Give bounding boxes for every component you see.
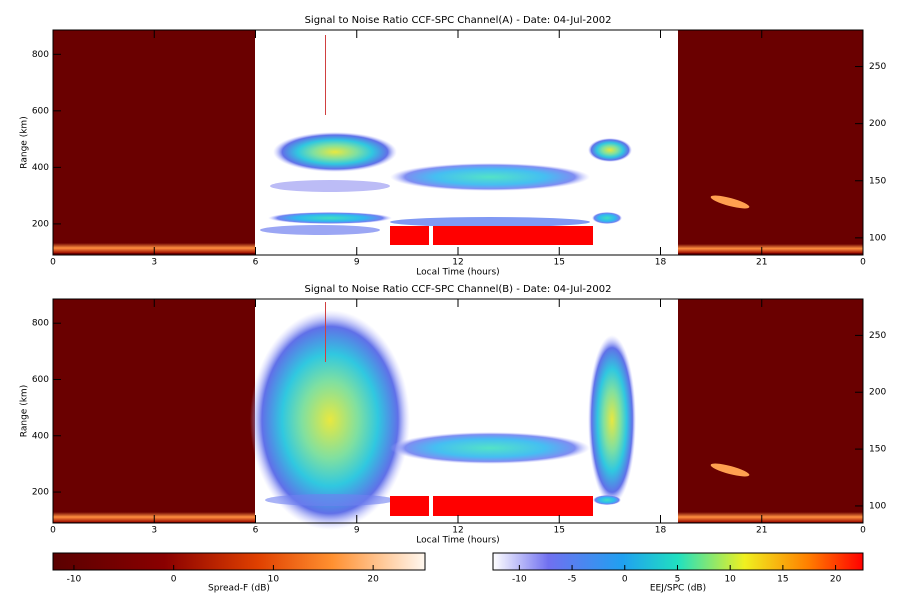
x-tick-label: 3 (151, 258, 157, 268)
colorbar-tick-label: 10 (268, 575, 280, 585)
y2-tick-label: 250 (869, 62, 886, 72)
y2-tick-label: 200 (869, 119, 886, 129)
y2-tick-label: 150 (869, 445, 886, 455)
x-axis-label: Local Time (hours) (416, 268, 499, 278)
x-tick-label: 18 (655, 526, 667, 536)
colorbar-tick-label: -10 (67, 575, 82, 585)
x-tick-label: 0 (50, 258, 56, 268)
y-axis-label: Range (km) (20, 385, 30, 437)
y-tick-label: 800 (32, 50, 49, 60)
x-tick-label: 12 (452, 526, 463, 536)
colorbar-label: Spread-F (dB) (208, 584, 270, 594)
x-tick-label: 9 (354, 526, 360, 536)
panel-b-image (53, 299, 863, 530)
x-tick-label: 15 (554, 258, 565, 268)
colorbar-tick-label: 0 (171, 575, 177, 585)
colorbar-tick-label: 0 (622, 575, 628, 585)
y-tick-label: 400 (32, 163, 49, 173)
x-tick-label: 12 (452, 258, 463, 268)
y-tick-label: 800 (32, 319, 49, 329)
y2-tick-label: 250 (869, 331, 886, 341)
x-tick-label: 21 (756, 526, 767, 536)
chart-title: Signal to Noise Ratio CCF-SPC Channel(B)… (305, 284, 612, 295)
x-tick-label: 0 (860, 258, 866, 268)
x-tick-label: 15 (554, 526, 565, 536)
colorbar-spread-f (52, 552, 426, 571)
x-axis-label: Local Time (hours) (416, 536, 499, 546)
colorbar-tick-label: 15 (777, 575, 788, 585)
y-tick-label: 200 (32, 219, 49, 229)
y2-tick-label: 100 (869, 233, 886, 243)
colorbar-tick-label: -5 (568, 575, 577, 585)
colorbar-tick-label: 10 (724, 575, 736, 585)
y2-tick-label: 100 (869, 501, 886, 511)
y-tick-label: 200 (32, 488, 49, 498)
x-tick-label: 18 (655, 258, 667, 268)
x-tick-label: 6 (253, 258, 259, 268)
y-tick-label: 600 (32, 375, 49, 385)
y2-tick-label: 200 (869, 388, 886, 398)
y2-tick-label: 150 (869, 176, 886, 186)
x-tick-label: 6 (253, 526, 259, 536)
colorbar-label: EEJ/SPC (dB) (650, 584, 706, 594)
colorbar-tick-label: 20 (367, 575, 379, 585)
colorbar-eej (492, 552, 864, 571)
chart-title: Signal to Noise Ratio CCF-SPC Channel(A)… (305, 15, 612, 26)
y-tick-label: 600 (32, 106, 49, 116)
x-tick-label: 0 (50, 526, 56, 536)
colorbar-tick-label: 5 (675, 575, 681, 585)
colorbar-tick-label: 20 (830, 575, 842, 585)
x-tick-label: 9 (354, 258, 360, 268)
y-tick-label: 400 (32, 431, 49, 441)
panel-a-image (53, 30, 863, 255)
x-tick-label: 21 (756, 258, 767, 268)
x-tick-label: 0 (860, 526, 866, 536)
x-tick-label: 3 (151, 526, 157, 536)
colorbar-tick-label: -10 (512, 575, 527, 585)
y-axis-label: Range (km) (20, 116, 30, 168)
